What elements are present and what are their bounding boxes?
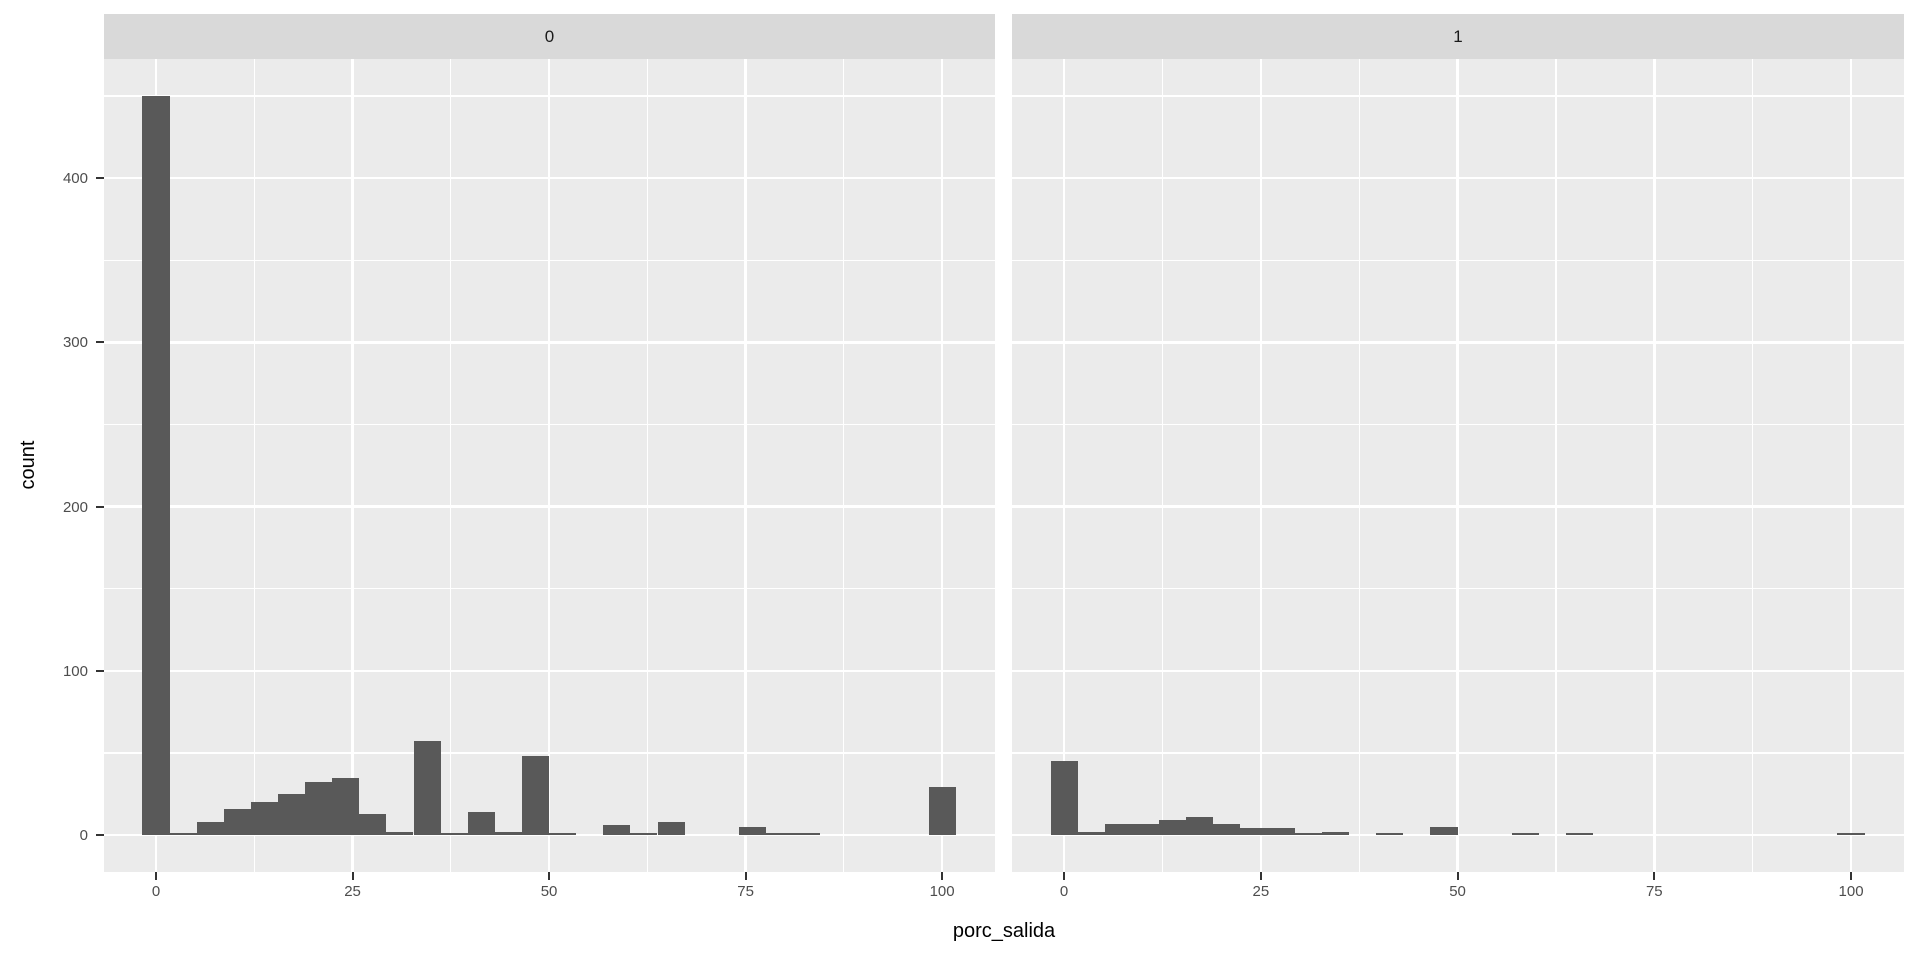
histogram-bar (630, 833, 658, 836)
x-tick-label: 25 (344, 883, 361, 900)
y-tick-label: 100 (62, 662, 88, 680)
histogram-bar (1837, 833, 1865, 836)
gridline-minor-x (646, 59, 648, 872)
facet-strip: 0 (104, 14, 995, 59)
y-tick-label: 400 (62, 170, 88, 188)
gridline-major-x (940, 59, 944, 872)
histogram-bar (142, 95, 170, 836)
x-tick-mark (155, 872, 158, 880)
histogram-bar (1159, 820, 1187, 836)
histogram-bar (413, 741, 441, 836)
histogram-bar (440, 833, 468, 836)
x-tick-mark (744, 872, 747, 880)
histogram-bar (521, 756, 550, 836)
y-tick-mark (96, 505, 104, 508)
histogram-bar (359, 813, 387, 836)
histogram-bar (1430, 826, 1458, 836)
histogram-bar (1104, 823, 1132, 836)
gridline-minor-x (253, 59, 255, 872)
gridline-minor-x (1161, 59, 1164, 872)
facet-panel (1012, 59, 1904, 872)
histogram-bar (386, 831, 414, 836)
histogram-bar (1321, 831, 1349, 836)
histogram-bar (1267, 828, 1295, 836)
y-tick-mark (96, 177, 104, 180)
gridline-major-x (1062, 59, 1066, 872)
histogram-bar (1294, 833, 1322, 836)
histogram-bar (657, 821, 685, 836)
histogram-bar (1186, 816, 1214, 836)
gridline-major-x (1456, 59, 1459, 872)
histogram-bar (169, 833, 197, 836)
histogram-bar (1050, 761, 1078, 836)
histogram-bar (1077, 831, 1105, 836)
gridline-minor-x (1752, 59, 1754, 872)
facet-panel (104, 59, 995, 872)
x-tick-label: 0 (151, 883, 161, 900)
y-tick-mark (96, 669, 104, 672)
histogram-bar (223, 808, 251, 836)
y-tick-label: 0 (79, 827, 88, 845)
y-tick-mark (96, 341, 104, 344)
y-tick-mark (96, 834, 104, 837)
histogram-bar (1511, 833, 1539, 836)
x-tick-label: 100 (929, 883, 955, 900)
x-tick-mark (1063, 872, 1066, 880)
y-tick-label: 200 (62, 498, 88, 516)
x-tick-mark (1259, 872, 1262, 880)
histogram-bar (305, 782, 333, 836)
histogram-bar (467, 812, 495, 836)
gridline-minor-x (450, 59, 452, 872)
histogram-bar (1131, 823, 1160, 836)
x-tick-label: 50 (540, 883, 558, 900)
gridline-major-x (547, 59, 551, 872)
y-tick-label: 300 (62, 334, 88, 352)
x-tick-label: 0 (1059, 883, 1069, 900)
histogram-bar (250, 802, 278, 836)
x-tick-mark (1850, 872, 1853, 880)
histogram-bar (765, 833, 793, 836)
histogram-bar (1566, 833, 1594, 836)
x-tick-label: 50 (1449, 883, 1466, 900)
gridline-major-x (744, 59, 747, 872)
x-tick-mark (941, 872, 944, 880)
x-tick-mark (1456, 872, 1459, 880)
histogram-bar (1240, 828, 1268, 836)
x-tick-mark (1653, 872, 1656, 880)
x-tick-label: 100 (1838, 883, 1864, 900)
histogram-bar (1376, 833, 1404, 836)
histogram-bar (603, 825, 631, 836)
x-tick-mark (548, 872, 551, 880)
x-axis-title: porc_salida (952, 920, 1056, 942)
histogram-bar (1213, 823, 1241, 836)
histogram-bar (278, 793, 306, 836)
histogram-bar (494, 831, 522, 836)
gridline-major-x (351, 59, 354, 872)
histogram-bar (793, 833, 821, 836)
histogram-bar (196, 821, 224, 836)
gridline-major-x (1653, 59, 1656, 872)
gridline-major-x (1259, 59, 1263, 872)
histogram-bar (738, 826, 766, 836)
gridline-minor-x (1358, 59, 1360, 872)
facet-strip: 1 (1012, 14, 1904, 59)
gridline-minor-x (1555, 59, 1557, 872)
gridline-major-x (1849, 59, 1853, 872)
gridline-minor-x (843, 59, 845, 872)
x-tick-label: 75 (1645, 883, 1663, 900)
x-tick-mark (351, 872, 354, 880)
histogram-bar (549, 833, 577, 836)
x-tick-label: 75 (737, 883, 754, 900)
histogram-bar (332, 777, 360, 836)
x-tick-label: 25 (1252, 883, 1270, 900)
histogram-bar (928, 787, 956, 836)
facet-strip-label: 1 (1453, 27, 1463, 46)
facet-strip-label: 0 (544, 27, 555, 46)
